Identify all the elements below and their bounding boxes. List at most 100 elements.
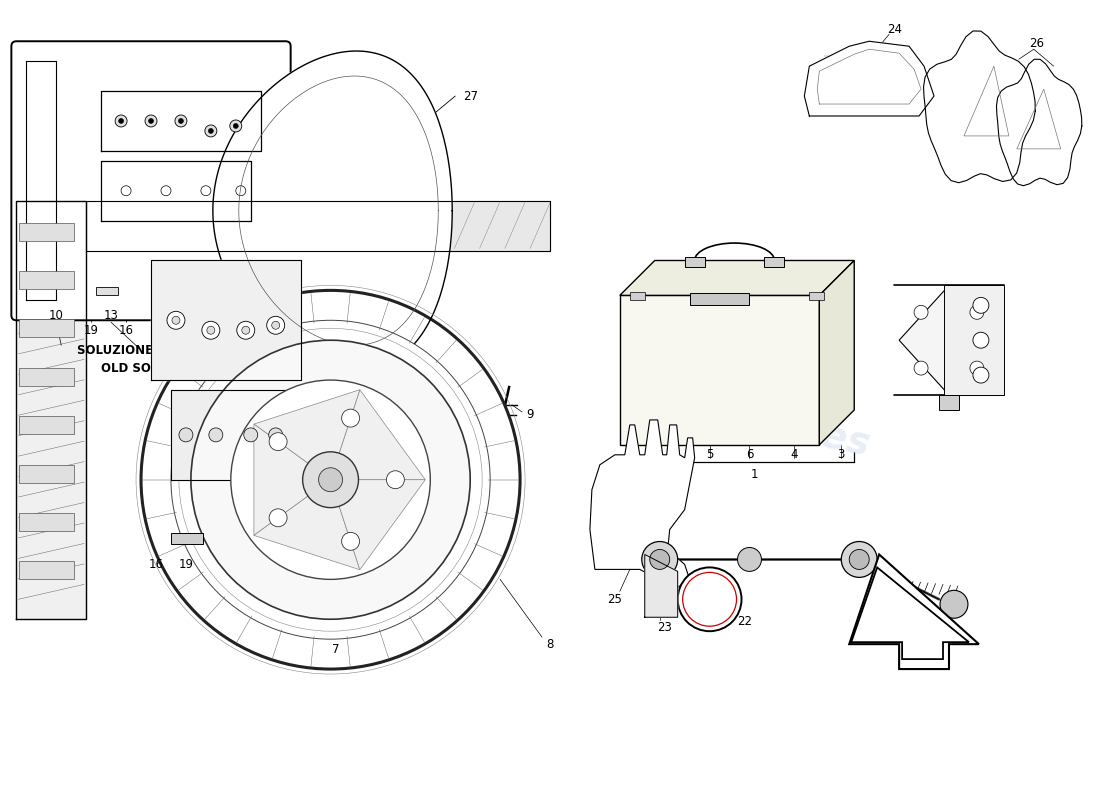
Circle shape: [119, 118, 123, 123]
Text: 11: 11: [194, 362, 208, 374]
Text: eurospares: eurospares: [626, 376, 873, 464]
Text: 25: 25: [607, 593, 623, 606]
Circle shape: [175, 115, 187, 127]
Circle shape: [233, 123, 239, 129]
Text: 9: 9: [526, 409, 534, 422]
Polygon shape: [590, 420, 694, 590]
Bar: [20, 271, 74, 289]
Text: MAX: MAX: [703, 593, 716, 598]
Circle shape: [242, 326, 250, 334]
Polygon shape: [619, 261, 855, 295]
Polygon shape: [254, 424, 308, 535]
Circle shape: [970, 361, 983, 375]
Polygon shape: [619, 295, 820, 445]
Polygon shape: [855, 570, 964, 657]
Text: 27: 27: [463, 90, 477, 102]
Text: 1: 1: [750, 468, 758, 482]
Text: 19: 19: [239, 558, 253, 571]
FancyBboxPatch shape: [11, 42, 290, 320]
Text: 17: 17: [154, 324, 168, 337]
Polygon shape: [899, 286, 999, 395]
Text: 80: 80: [702, 598, 717, 608]
Polygon shape: [254, 496, 360, 570]
Circle shape: [272, 322, 279, 330]
Text: 12: 12: [164, 362, 178, 374]
Circle shape: [849, 550, 869, 570]
Circle shape: [205, 125, 217, 137]
Polygon shape: [339, 390, 426, 480]
Circle shape: [650, 550, 670, 570]
Text: 8: 8: [547, 638, 553, 650]
Bar: [20, 222, 74, 241]
Circle shape: [266, 316, 285, 334]
Polygon shape: [851, 567, 969, 659]
Text: Km/h: Km/h: [703, 610, 717, 616]
Polygon shape: [254, 390, 360, 463]
Polygon shape: [213, 51, 452, 370]
Circle shape: [342, 409, 360, 427]
Polygon shape: [645, 554, 678, 618]
Text: 17: 17: [265, 558, 280, 571]
Circle shape: [145, 115, 157, 127]
Polygon shape: [339, 480, 426, 570]
Polygon shape: [924, 31, 1035, 182]
Text: 10: 10: [48, 309, 64, 322]
Circle shape: [343, 383, 358, 397]
Circle shape: [914, 361, 928, 375]
Circle shape: [236, 322, 255, 339]
Bar: [170, 533, 202, 545]
Circle shape: [116, 115, 128, 127]
Text: 14: 14: [253, 362, 268, 374]
Text: 21: 21: [283, 362, 298, 374]
Bar: [939, 395, 959, 410]
Bar: [20, 465, 74, 482]
Ellipse shape: [141, 290, 520, 669]
Text: 7: 7: [332, 642, 339, 656]
Circle shape: [270, 509, 287, 526]
Circle shape: [209, 428, 223, 442]
Circle shape: [179, 428, 192, 442]
Circle shape: [208, 129, 213, 134]
Text: 19: 19: [84, 324, 99, 337]
Circle shape: [172, 316, 180, 324]
Text: 5: 5: [706, 448, 713, 462]
Text: 2: 2: [666, 448, 673, 462]
Circle shape: [161, 186, 170, 196]
Circle shape: [842, 542, 877, 578]
Polygon shape: [804, 42, 934, 116]
Circle shape: [178, 118, 184, 123]
Circle shape: [319, 468, 342, 492]
Bar: [630, 292, 645, 300]
Circle shape: [972, 367, 989, 383]
Circle shape: [270, 433, 287, 450]
Text: 13: 13: [103, 309, 119, 322]
Bar: [20, 416, 74, 434]
Text: 15: 15: [208, 558, 223, 571]
Circle shape: [940, 590, 968, 618]
Text: OLD SOLUTION: OLD SOLUTION: [101, 362, 200, 374]
Polygon shape: [16, 201, 86, 619]
Text: 23: 23: [658, 621, 672, 634]
Circle shape: [678, 567, 741, 631]
Bar: [690, 294, 749, 306]
Circle shape: [641, 542, 678, 578]
Bar: [20, 368, 74, 386]
Text: SOLUZIONE SUPERATA: SOLUZIONE SUPERATA: [77, 344, 226, 357]
Ellipse shape: [170, 320, 491, 639]
Polygon shape: [997, 59, 1081, 186]
Polygon shape: [170, 390, 290, 480]
Text: 4: 4: [791, 448, 799, 462]
Circle shape: [342, 532, 360, 550]
Text: 18: 18: [221, 324, 236, 337]
Circle shape: [683, 572, 737, 626]
Bar: [20, 513, 74, 531]
Circle shape: [268, 428, 283, 442]
Polygon shape: [944, 286, 1004, 395]
Circle shape: [167, 311, 185, 330]
Text: 22: 22: [737, 614, 752, 628]
Polygon shape: [151, 261, 300, 380]
Bar: [20, 319, 74, 338]
Circle shape: [244, 428, 257, 442]
Circle shape: [235, 186, 245, 196]
Bar: [96, 287, 118, 295]
